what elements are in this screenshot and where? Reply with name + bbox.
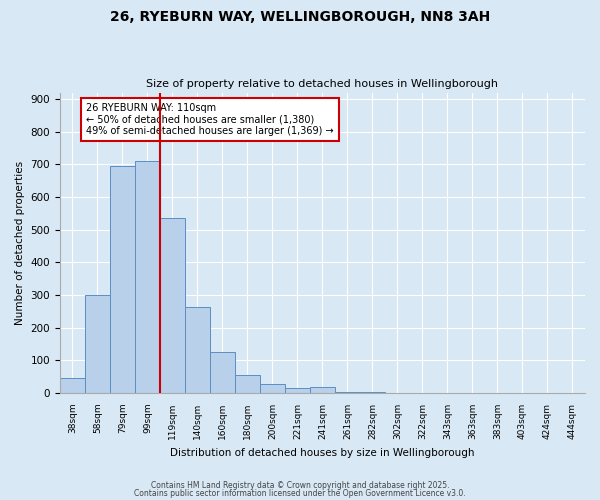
Bar xyxy=(360,392,385,393)
Bar xyxy=(85,295,110,393)
Bar xyxy=(135,161,160,393)
Bar xyxy=(235,375,260,393)
X-axis label: Distribution of detached houses by size in Wellingborough: Distribution of detached houses by size … xyxy=(170,448,475,458)
Bar xyxy=(210,352,235,393)
Bar xyxy=(310,387,335,393)
Title: Size of property relative to detached houses in Wellingborough: Size of property relative to detached ho… xyxy=(146,79,499,89)
Bar xyxy=(260,384,285,393)
Bar xyxy=(335,392,360,393)
Bar xyxy=(60,378,85,393)
Y-axis label: Number of detached properties: Number of detached properties xyxy=(15,161,25,325)
Text: 26 RYEBURN WAY: 110sqm
← 50% of detached houses are smaller (1,380)
49% of semi-: 26 RYEBURN WAY: 110sqm ← 50% of detached… xyxy=(86,103,334,136)
Bar xyxy=(110,166,135,393)
Bar xyxy=(185,306,210,393)
Bar xyxy=(285,388,310,393)
Text: Contains public sector information licensed under the Open Government Licence v3: Contains public sector information licen… xyxy=(134,488,466,498)
Text: Contains HM Land Registry data © Crown copyright and database right 2025.: Contains HM Land Registry data © Crown c… xyxy=(151,481,449,490)
Bar xyxy=(160,218,185,393)
Text: 26, RYEBURN WAY, WELLINGBOROUGH, NN8 3AH: 26, RYEBURN WAY, WELLINGBOROUGH, NN8 3AH xyxy=(110,10,490,24)
